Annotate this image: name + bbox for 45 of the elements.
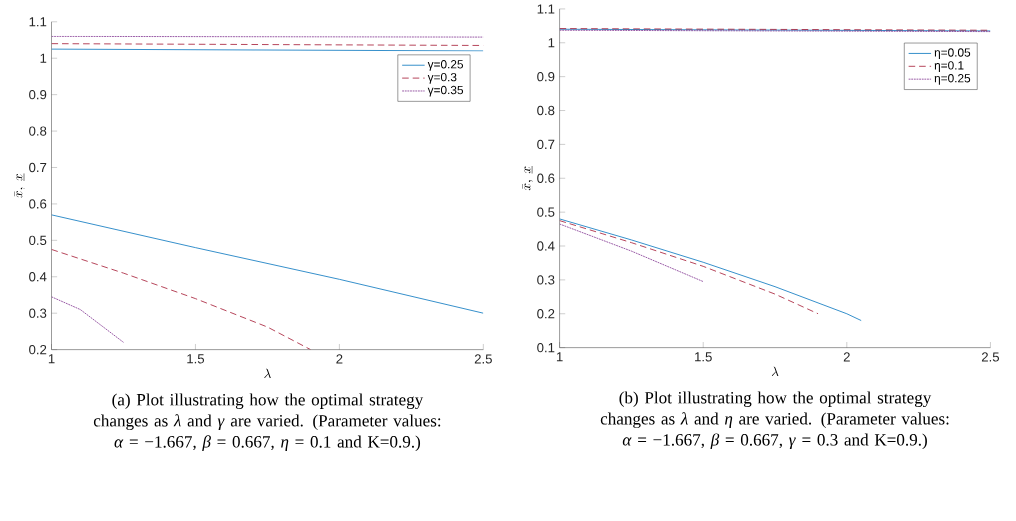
x-tick-label: 1.5 <box>695 352 712 362</box>
y-tick-label: 1 <box>548 38 555 48</box>
y-tick-label: 0.9 <box>29 90 47 100</box>
x-tick-label: 1 <box>48 354 55 364</box>
y-tick-label: 1 <box>40 53 47 63</box>
y-tick-label: 0.3 <box>29 308 47 318</box>
y-tick-label: 1.1 <box>29 17 47 27</box>
y-tick-label: 0.2 <box>537 309 555 319</box>
y-tick-label: 0.3 <box>537 275 555 285</box>
y-tick-label: 0.8 <box>29 126 47 136</box>
legend-label: γ=0.3 <box>427 72 457 84</box>
legend-label: η=0.1 <box>934 61 964 72</box>
y-tick-label: 0.5 <box>29 235 47 246</box>
y-tick-label: 0.4 <box>537 241 555 251</box>
y-tick-label: 0.2 <box>29 344 47 355</box>
y-tick-label: 0.1 <box>537 342 555 353</box>
x-tick-label: 2 <box>336 354 343 364</box>
x-axis-title: $\lambda$ <box>771 366 779 376</box>
y-tick-label: 0.9 <box>537 72 555 82</box>
text: (a) Plot illustrating how the optimal strategy changes as λ and γ are varied. (Parameter values: α = −1.667, β = 0.667, η = 0.1 and K=0.9.) <box>93 393 441 452</box>
y-tick-label: 0.8 <box>537 105 555 116</box>
x-tick-label: 1 <box>556 352 563 362</box>
x-tick-label: 2 <box>843 352 850 362</box>
x-axis-title: $\lambda$ <box>264 368 271 378</box>
y-axis-title: $\bar{x},\ \underline{x}$ <box>14 173 25 198</box>
line-series <box>51 249 311 350</box>
y-tick-label: 1.1 <box>537 4 555 14</box>
line-series <box>559 218 862 321</box>
legend-label: γ=0.35 <box>427 85 464 97</box>
x-tick-label: 2.5 <box>981 352 1000 362</box>
legend-label: η=0.05 <box>934 48 971 60</box>
line-series <box>559 220 819 315</box>
y-tick-label: 0.7 <box>537 139 555 150</box>
y-tick-label: 0.6 <box>29 199 47 209</box>
y-tick-label: 0.4 <box>29 272 47 282</box>
y-axis-title: $\bar{x},\ \underline{x}$ <box>522 166 533 191</box>
line-series <box>51 214 484 314</box>
legend-label: η=0.25 <box>934 74 971 85</box>
x-tick-label: 2.5 <box>474 354 492 364</box>
x-tick-label: 1.5 <box>187 354 205 364</box>
y-tick-label: 0.5 <box>537 207 555 217</box>
y-tick-label: 0.7 <box>29 162 47 173</box>
legend-label: γ=0.25 <box>427 60 464 71</box>
y-tick-label: 0.6 <box>537 173 555 183</box>
text: (b) Plot illustrating how the optimal strategy changes as λ and η are varied. (Parameter values: α = −1.667, β = 0.667, γ = 0.3 and K=0.9.) <box>600 391 949 450</box>
